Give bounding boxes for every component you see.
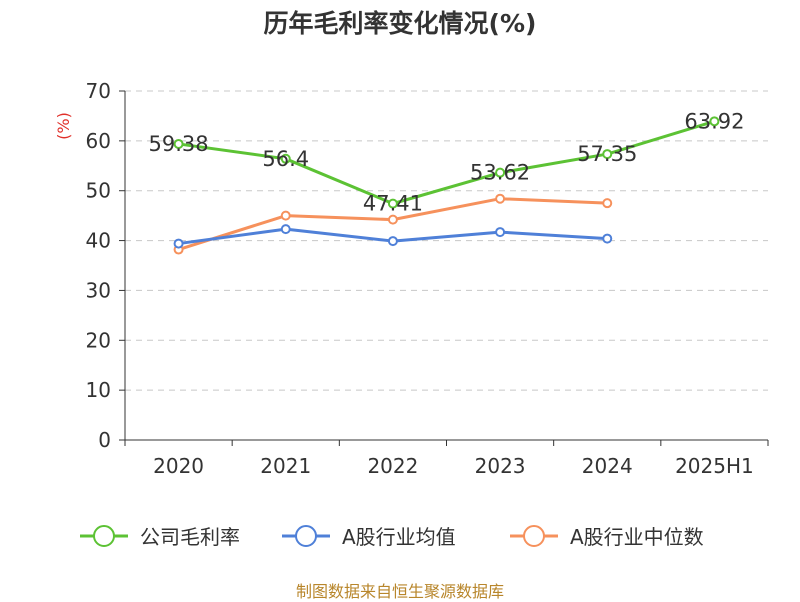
data-point [173,238,184,249]
data-labels: 59.38 56.4 47.41 53.62 57.35 63.92 [149,109,745,215]
x-tick-label: 2024 [582,454,633,478]
data-label: 59.38 [149,132,209,156]
legend-marker [523,525,545,547]
data-point [387,214,398,225]
data-point [602,149,613,160]
legend-label: 公司毛利率 [140,525,240,549]
series-lines [173,116,720,255]
legend-label: A股行业中位数 [570,525,704,549]
source-note: 制图数据来自恒生聚源数据库 [295,582,504,601]
data-label: 63.92 [684,109,744,133]
x-tick-label: 2021 [260,454,311,478]
legend: 公司毛利率 A股行业均值 A股行业中位数 [80,525,704,549]
y-axis-label: (%) [54,112,73,140]
y-tick-label: 40 [86,229,111,253]
x-tick-label: 2020 [153,454,204,478]
data-point [173,138,184,149]
y-tick-label: 20 [86,328,111,352]
data-label: 57.35 [577,142,637,166]
data-point [280,153,291,164]
data-point [495,193,506,204]
gridlines [125,90,768,391]
axes: 0 10 20 30 40 50 60 70 2020 2021 2022 2023 2024 2025H… [54,79,769,478]
data-point [387,198,398,209]
legend-label: A股行业均值 [342,525,456,549]
data-label: 56.4 [262,147,309,171]
y-tick-label: 50 [86,179,111,203]
legend-marker [295,525,317,547]
y-tick-label: 70 [86,79,111,103]
series-line [178,119,715,206]
y-tick-label: 60 [86,129,111,153]
y-tick-label: 10 [86,378,111,402]
data-label: 53.62 [470,161,530,185]
y-tick-label: 30 [86,278,111,302]
data-point [709,116,720,127]
x-tick-label: 2022 [367,454,418,478]
data-point [602,233,613,244]
legend-marker [93,525,115,547]
data-point [495,167,506,178]
x-tick-label: 2025H1 [675,454,754,478]
data-point [387,236,398,247]
chart-title: 历年毛利率变化情况(%) [263,9,537,38]
y-tick-label: 0 [98,428,111,452]
data-label: 47.41 [363,192,423,216]
x-tick-label: 2023 [475,454,526,478]
data-point [495,227,506,238]
data-point [602,198,613,209]
data-point [280,224,291,235]
data-point [280,210,291,221]
